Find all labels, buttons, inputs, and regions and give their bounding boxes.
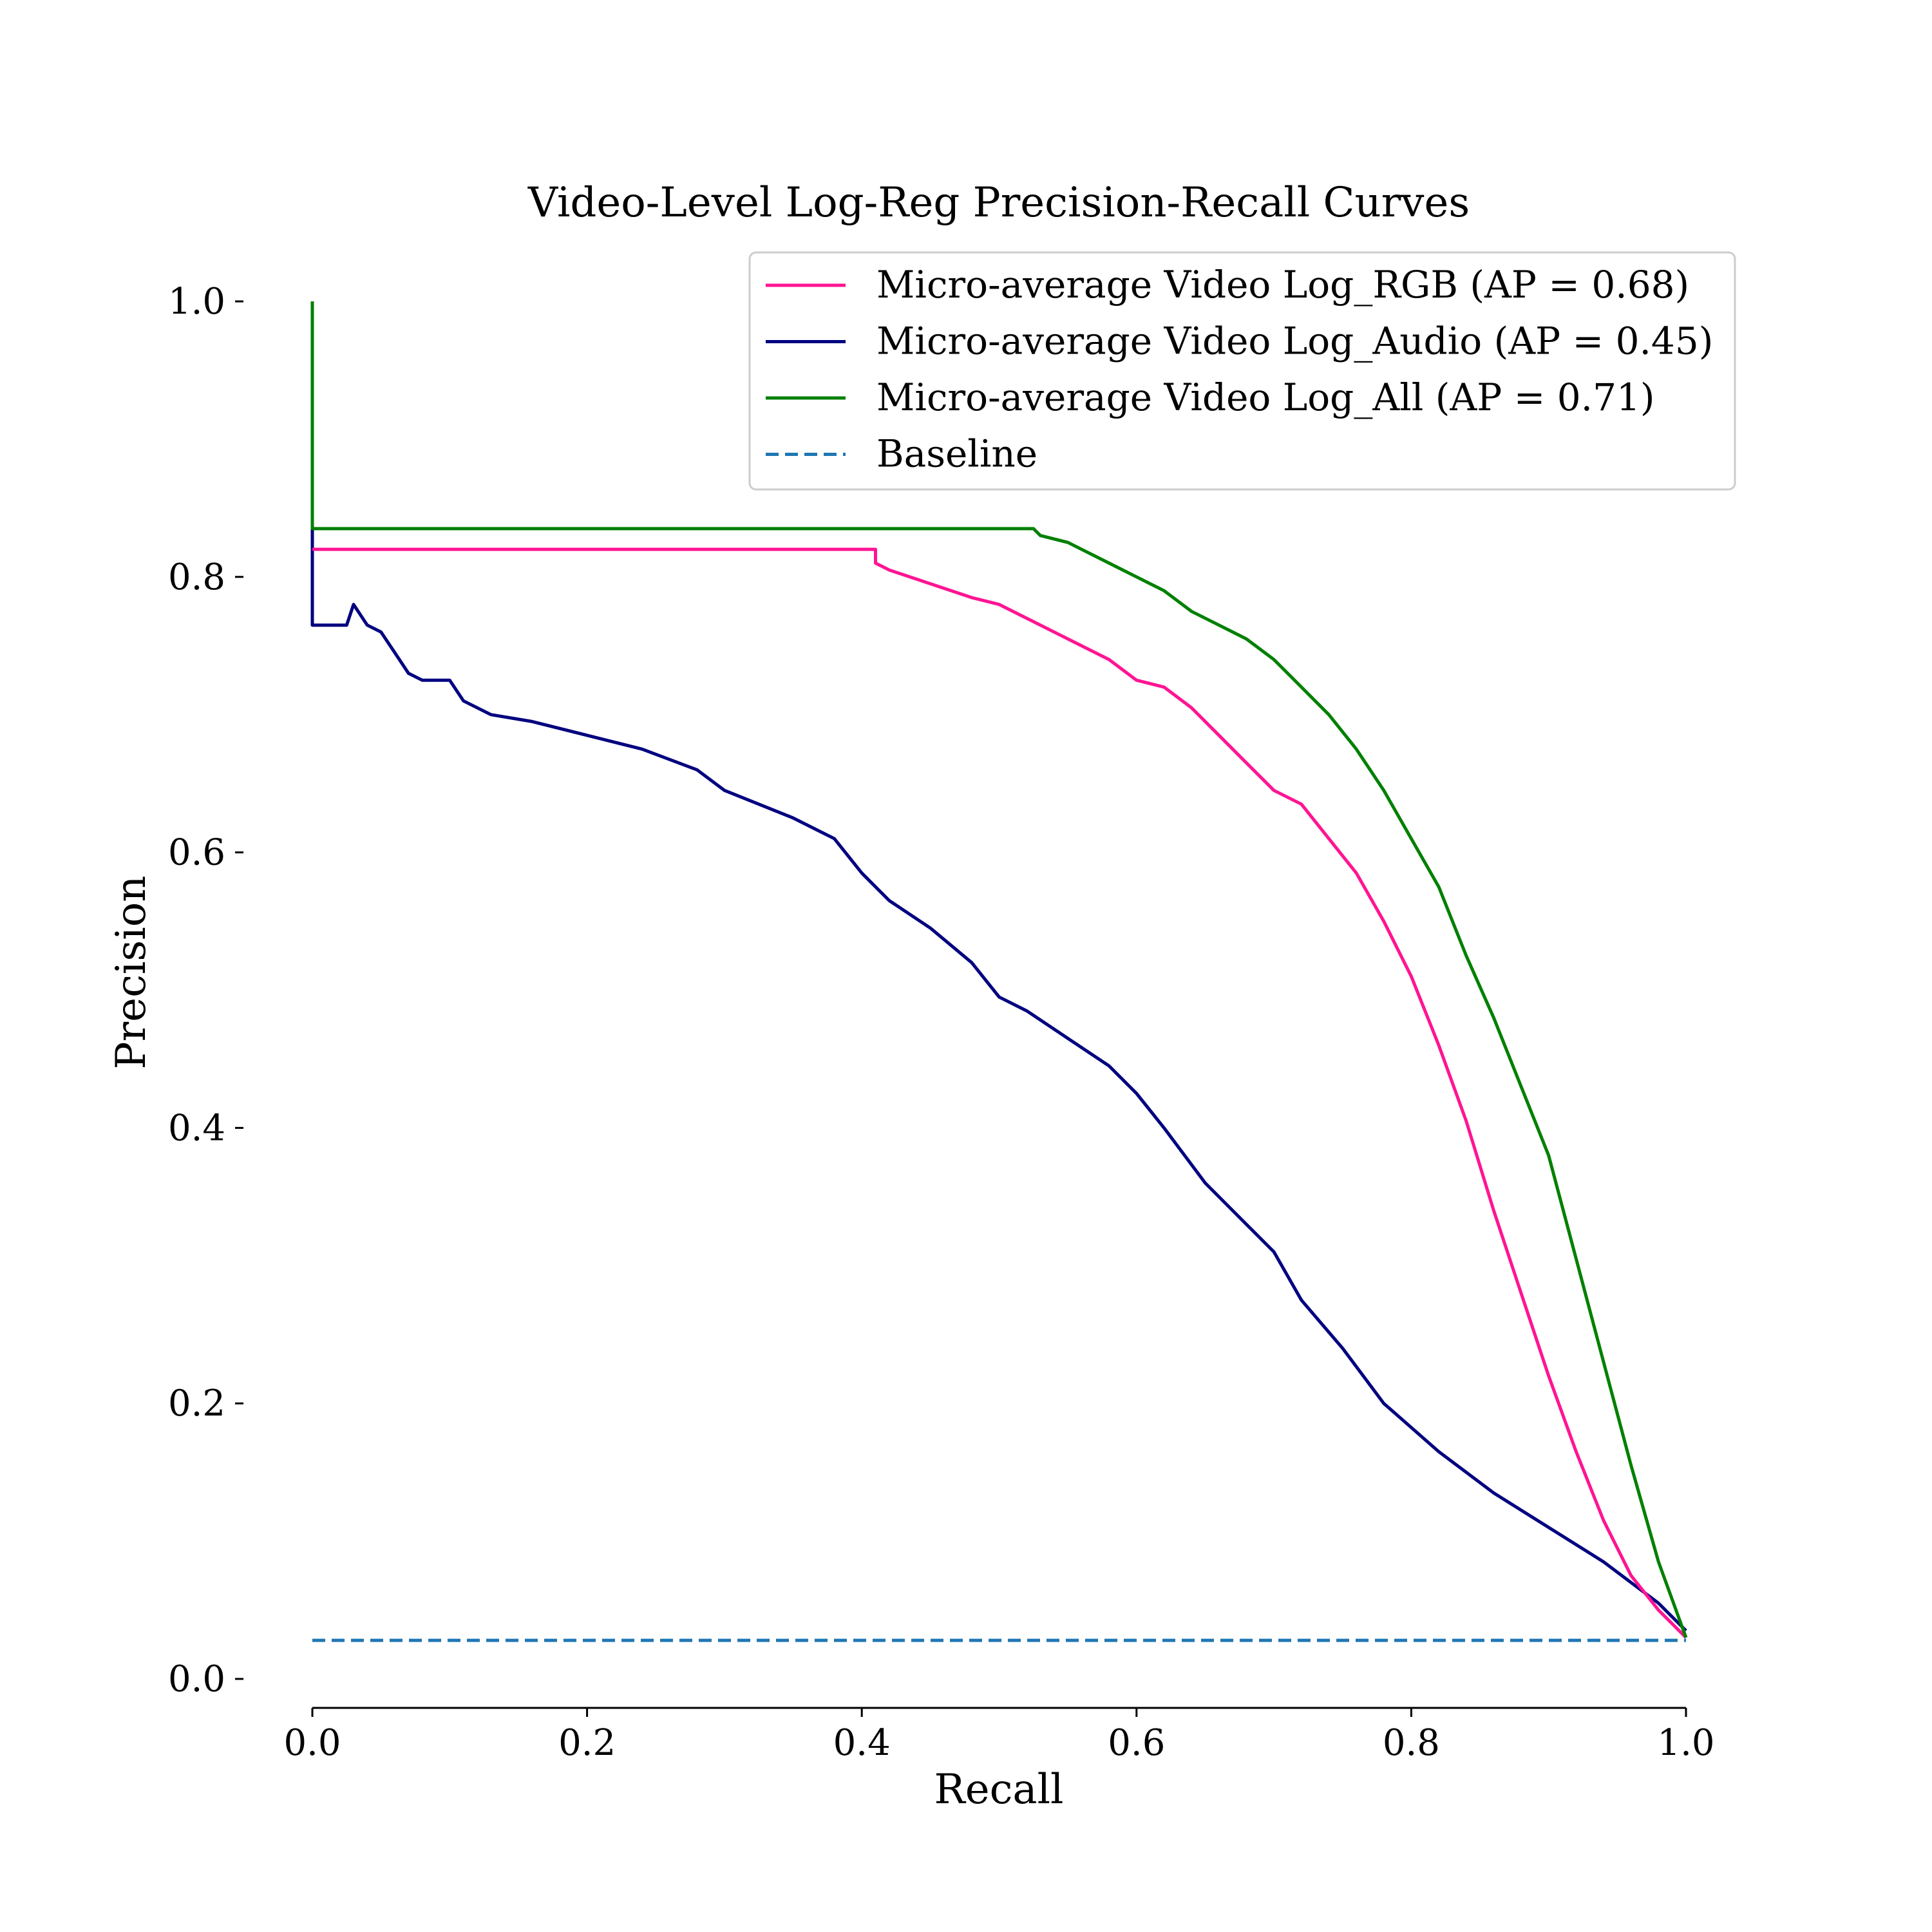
y-tick-label: 1.0 [168, 281, 225, 323]
y-tick-label: 0.2 [168, 1383, 225, 1425]
y-tick-label: 0.6 [168, 832, 225, 874]
x-tick-label: 0.0 [283, 1722, 341, 1764]
y-tick-label: 0.8 [168, 556, 225, 598]
legend-frame [748, 251, 1736, 491]
y-axis-label: Precision [108, 876, 155, 1070]
legend-label-2: Micro-average Video Log_All (AP = 0.71) [876, 375, 1655, 419]
x-axis: 0.0 0.2 0.4 0.6 0.8 1.0 [283, 1707, 1715, 1764]
y-axis: 0.0 0.2 0.4 0.6 0.8 1.0 [168, 281, 243, 1700]
y-tick-label: 0.0 [168, 1658, 225, 1700]
chart-title: Video-Level Log-Reg Precision-Recall Cur… [527, 179, 1470, 227]
series-line-1 [310, 528, 1687, 1632]
x-tick-label: 1.0 [1657, 1722, 1714, 1764]
x-axis-label: Recall [934, 1766, 1064, 1814]
x-tick-label: 0.6 [1108, 1722, 1165, 1764]
legend-label-1: Micro-average Video Log_Audio (AP = 0.45… [876, 319, 1713, 363]
x-tick-label: 0.4 [833, 1722, 891, 1764]
series-line-0 [312, 547, 1687, 1639]
x-tick-label: 0.8 [1383, 1722, 1440, 1764]
legend: Micro-average Video Log_RGB (AP = 0.68) M… [748, 251, 1736, 491]
y-tick-label: 0.4 [168, 1107, 225, 1149]
series-line-2 [310, 301, 1688, 1638]
legend-label-0: Micro-average Video Log_RGB (AP = 0.68) [876, 263, 1689, 307]
plot-lines [310, 301, 1688, 1642]
legend-label-3: Baseline [876, 432, 1037, 476]
x-tick-label: 0.2 [558, 1722, 616, 1764]
